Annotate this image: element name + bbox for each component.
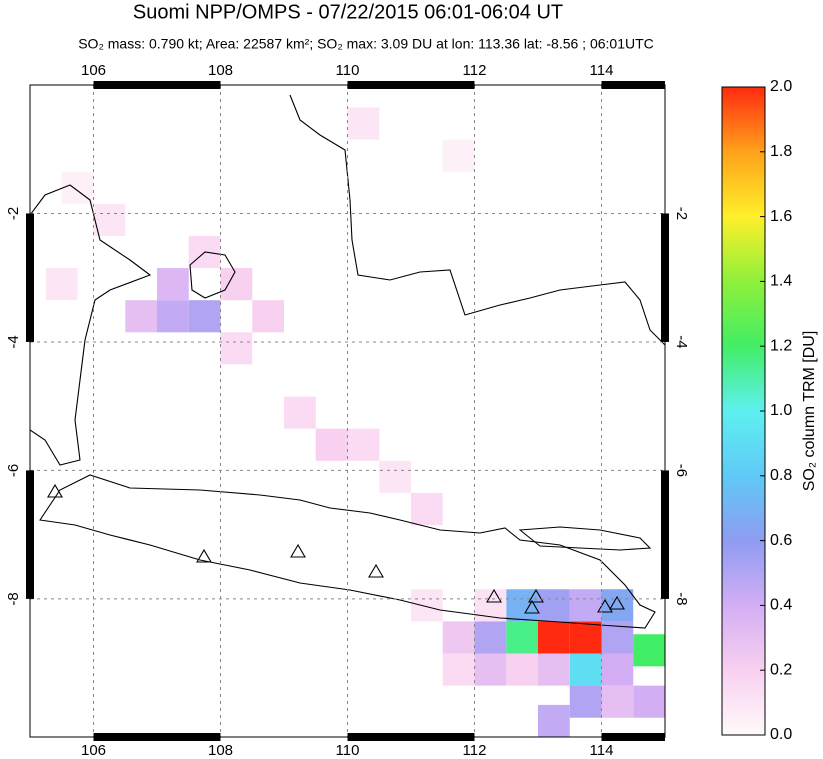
frame-bar (93, 81, 221, 89)
y-tick-label-right: -2 (673, 207, 690, 220)
x-tick-label-bottom: 112 (463, 742, 487, 759)
frame-bar (347, 81, 475, 89)
chart-title: Suomi NPP/OMPS - 07/22/2015 06:01-06:04 … (133, 1, 563, 23)
x-tick-label-bottom: 110 (336, 742, 360, 759)
y-tick-label-right: -4 (673, 335, 690, 348)
x-tick-label-top: 110 (336, 62, 360, 79)
so2-cell (474, 589, 507, 622)
volcano (609, 595, 625, 610)
colorbar-tick-label: 1.6 (770, 208, 792, 225)
y-tick-label-right: -6 (673, 464, 690, 477)
so2-cell (569, 589, 602, 622)
frame-bar (661, 470, 669, 599)
so2-cell (601, 589, 634, 622)
so2-cell (569, 653, 602, 686)
frame-bar (601, 733, 665, 741)
frame-bars (26, 81, 669, 741)
so2-cell (601, 653, 634, 686)
x-tick-label-bottom: 106 (81, 742, 106, 759)
so2-cell (538, 704, 570, 737)
colorbar-tick-label: 1.4 (770, 273, 792, 290)
so2-cell (347, 428, 380, 461)
y-tick-label-left: -8 (5, 592, 22, 605)
colorbar-tick-label: 0.0 (770, 726, 792, 743)
so2-cell (474, 653, 507, 686)
x-tick-label-top: 112 (463, 62, 487, 79)
colorbar-tick-label: 1.0 (770, 402, 792, 419)
so2-cell (93, 203, 126, 236)
coastline-borneo (289, 94, 665, 346)
x-tick-label-top: 114 (590, 62, 614, 79)
so2-cell (442, 653, 475, 686)
volcano (47, 483, 63, 498)
y-tick-label-left: -4 (5, 335, 22, 348)
frame-bar (93, 733, 221, 741)
so2-cell (506, 621, 538, 654)
frame-bar (26, 213, 34, 342)
frame-bar (26, 470, 34, 599)
so2-cell (538, 621, 570, 654)
so2-cell (157, 268, 189, 301)
graticule (30, 85, 665, 737)
x-tick-label-top: 106 (81, 62, 106, 79)
so2-cell (188, 300, 221, 333)
y-tick-label-right: -8 (673, 592, 690, 605)
so2-cell (538, 653, 570, 686)
coastline-madura (518, 526, 652, 551)
coastline-java (39, 474, 656, 629)
so2-cell (569, 685, 602, 718)
x-tick-label-top: 108 (208, 62, 233, 79)
volcano (290, 543, 306, 558)
so2-cell (45, 268, 78, 301)
so2-cell (157, 300, 189, 333)
so2-cell (252, 300, 284, 333)
colorbar-tick-label: 0.6 (770, 532, 792, 549)
so2-cell (506, 653, 538, 686)
volcano (196, 548, 212, 563)
volcano (486, 588, 502, 603)
colorbar-tick-label: 1.2 (770, 337, 792, 354)
x-tick-label-bottom: 114 (590, 742, 614, 759)
so2-cells (45, 107, 665, 737)
coastlines (30, 94, 665, 629)
frame-bar (347, 733, 475, 741)
so2-cell (220, 332, 253, 365)
so2-cell (284, 396, 316, 429)
volcanoes (47, 483, 625, 614)
frame-bar (661, 213, 669, 342)
volcano (368, 563, 384, 578)
x-tick-label-bottom: 108 (208, 742, 233, 759)
colorbar-tick-label: 0.4 (770, 597, 792, 614)
so2-cell (474, 621, 507, 654)
colorbar-tick-label: 2.0 (770, 78, 792, 95)
so2-cell (633, 685, 665, 718)
so2-cell (125, 300, 157, 333)
coastline-bangka (189, 251, 236, 299)
coastline-sumatra (30, 184, 152, 466)
so2-cell (442, 139, 475, 172)
colorbar-tick-label: 1.8 (770, 143, 792, 160)
colorbar-tick-label: 0.2 (770, 661, 792, 678)
so2-cell (538, 589, 570, 622)
y-tick-label-left: -6 (5, 464, 22, 477)
so2-cell (220, 268, 253, 301)
y-tick-label-left: -2 (5, 207, 22, 220)
so2-cell (411, 589, 443, 622)
colorbar-tick-label: 0.8 (770, 467, 792, 484)
so2-cell (379, 460, 411, 493)
so2-cell (569, 621, 602, 654)
colorbar-label: SO₂ column TRM [DU] (801, 331, 818, 492)
so2-cell (601, 685, 634, 718)
so2-cell (633, 634, 665, 667)
so2-cell (411, 492, 443, 526)
volcano (528, 588, 544, 603)
volcano (524, 599, 540, 614)
colorbar (721, 86, 766, 736)
frame-bar (601, 81, 665, 89)
chart-subtitle: SO₂ mass: 0.790 kt; Area: 22587 km²; SO₂… (78, 36, 654, 52)
so2-cell (347, 107, 380, 140)
so2-cell (442, 621, 475, 654)
so2-cell (315, 428, 348, 461)
